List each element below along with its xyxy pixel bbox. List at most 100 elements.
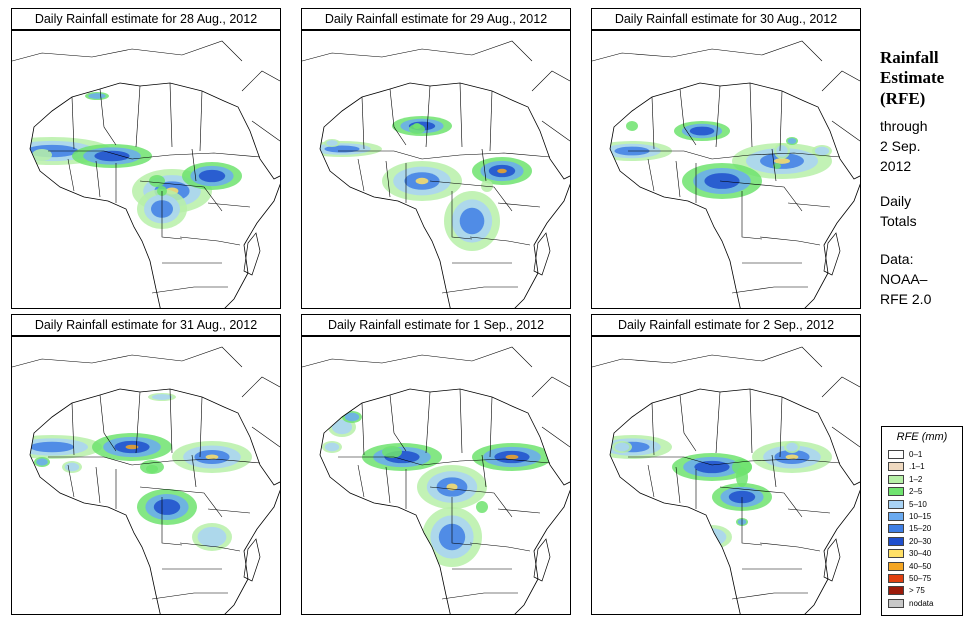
arabia-coastline <box>531 376 570 448</box>
country-border <box>787 202 831 208</box>
country-border <box>338 456 551 466</box>
rainfall-area <box>736 467 748 487</box>
rainfall-map <box>11 30 281 309</box>
country-border <box>741 191 763 240</box>
legend-swatch <box>888 487 904 497</box>
legend-label: > 75 <box>909 586 925 596</box>
legend-swatch <box>888 524 904 534</box>
north-coastline <box>302 40 533 62</box>
north-coastline <box>12 346 243 368</box>
rainfall-area <box>94 150 130 162</box>
country-border <box>425 85 431 148</box>
rainfall-map <box>11 336 281 615</box>
country-border <box>179 236 241 246</box>
rainfall-area <box>324 442 340 452</box>
country-border <box>207 202 251 208</box>
map-svg <box>592 346 860 614</box>
country-border <box>389 88 407 146</box>
rainfall-area <box>72 275 92 287</box>
legend-swatch <box>888 450 904 459</box>
country-border <box>169 82 173 148</box>
country-border <box>651 96 655 150</box>
country-border <box>179 542 241 552</box>
panel-title: Daily Rainfall estimate for 1 Sep., 2012 <box>301 314 571 336</box>
country-border <box>429 180 513 212</box>
country-border <box>199 396 203 458</box>
country-border <box>719 486 803 518</box>
country-border <box>199 90 203 152</box>
country-border <box>489 396 493 458</box>
country-border <box>71 96 75 150</box>
data-version: RFE 2.0 <box>880 291 932 307</box>
data-label: Data: <box>880 251 914 267</box>
through-label: through <box>880 118 928 134</box>
north-coastline <box>302 346 533 368</box>
country-border <box>469 542 531 552</box>
rainfall-area <box>88 93 106 99</box>
panel-title: Daily Rainfall estimate for 2 Sep., 2012 <box>591 314 861 336</box>
country-border <box>679 394 697 452</box>
country-border <box>135 85 141 148</box>
country-border <box>759 542 821 552</box>
country-border <box>651 402 655 456</box>
rainfall-map <box>301 336 571 615</box>
map-svg <box>592 40 860 308</box>
country-border <box>389 394 407 452</box>
country-border <box>357 464 365 498</box>
north-coastline <box>592 40 823 62</box>
rainfall-area <box>125 444 139 450</box>
country-border <box>675 160 681 198</box>
rainfall-area <box>382 446 402 458</box>
country-border <box>759 236 821 246</box>
totals-line2: Totals <box>880 213 917 229</box>
arabia-coastline <box>241 70 280 142</box>
country-border <box>425 391 431 454</box>
product-title-line2: Estimate <box>880 68 945 87</box>
country-border <box>67 158 75 192</box>
rainfall-area <box>64 462 80 472</box>
country-border <box>779 90 783 152</box>
map-panel-31-aug: Daily Rainfall estimate for 31 Aug., 201… <box>11 314 281 615</box>
rainfall-area <box>459 207 485 235</box>
country-border <box>161 497 183 546</box>
rainfall-area <box>320 567 372 607</box>
rfe-legend: RFE (mm) 0–1 .1–1 1–2 2–5 5–10 10–15 15–20 20–3… <box>881 426 963 616</box>
legend-swatch <box>888 549 904 559</box>
country-border <box>489 90 493 152</box>
rainfall-area <box>153 499 181 515</box>
rainfall-area <box>786 442 798 452</box>
rainfall-area <box>30 441 74 453</box>
country-border <box>715 391 721 454</box>
map-panel-2-sep: Daily Rainfall estimate for 2 Sep., 2012 <box>591 314 861 615</box>
rainfall-area <box>697 528 727 546</box>
country-border <box>191 148 197 182</box>
end-date: 2 Sep. <box>880 138 921 154</box>
country-border <box>361 96 365 150</box>
country-border <box>151 286 228 294</box>
rainfall-map <box>591 30 861 309</box>
country-border <box>771 148 777 182</box>
rainfall-area <box>415 177 429 185</box>
country-border <box>749 82 753 148</box>
legend-label: 0–1 <box>909 450 923 459</box>
legend-swatch <box>888 574 904 583</box>
country-border <box>161 191 183 240</box>
panel-title: Daily Rainfall estimate for 29 Aug., 201… <box>301 8 571 30</box>
country-border <box>207 508 251 514</box>
legend-label: 10–15 <box>909 512 932 521</box>
north-coastline <box>12 40 243 62</box>
country-border <box>481 148 487 182</box>
country-border <box>497 202 541 208</box>
country-border <box>48 456 261 466</box>
rainfall-area <box>476 501 488 513</box>
country-border <box>67 464 75 498</box>
rainfall-area <box>694 460 730 474</box>
rainfall-area <box>36 458 48 466</box>
country-border <box>385 466 391 504</box>
legend-swatch <box>888 536 904 546</box>
madagascar-outline <box>533 538 551 582</box>
legend-swatch <box>888 499 904 509</box>
country-border <box>628 456 841 466</box>
rainfall-area <box>774 158 790 164</box>
rainfall-area <box>626 121 638 131</box>
